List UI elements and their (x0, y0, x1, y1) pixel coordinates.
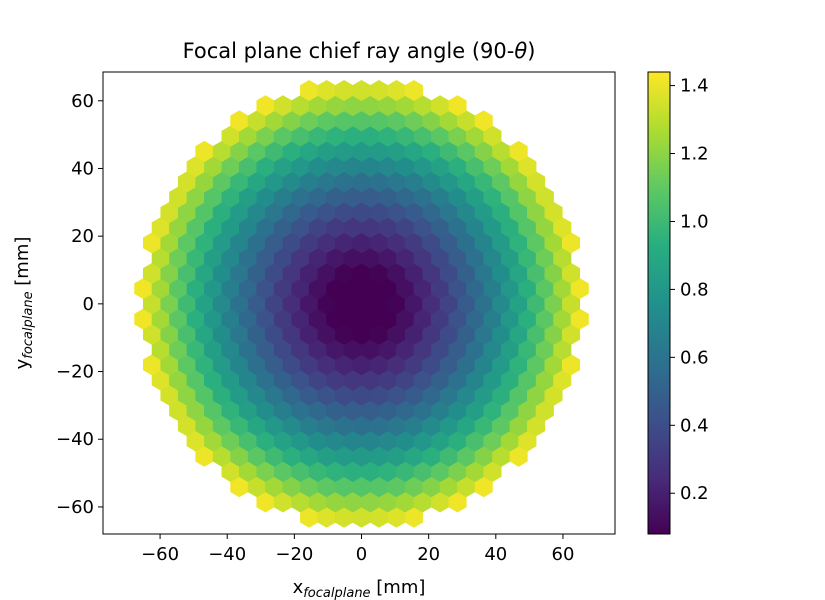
x-axis-ticks: −60 −40 −20 0 20 40 60 (141, 534, 574, 565)
plot-frame (102, 71, 616, 535)
y-tick-label: 20 (71, 226, 94, 247)
colorbar-tick-label: 1.4 (680, 76, 709, 97)
colorbar-tick-label: 0.2 (680, 483, 709, 504)
hex-cell (404, 79, 423, 101)
colorbar-tick-label: 0.4 (680, 415, 709, 436)
y-axis-label: yfocalplane [mm] (12, 237, 36, 370)
colorbar (647, 71, 671, 535)
y-tick-label: −20 (56, 362, 94, 383)
chart-title: Focal plane chief ray angle (90-θ) (183, 39, 536, 63)
x-tick-label: −60 (141, 544, 179, 565)
x-tick-label: 20 (417, 544, 440, 565)
x-tick-label: 0 (356, 544, 367, 565)
colorbar-tick-label: 0.6 (680, 347, 709, 368)
hex-cell-layer (134, 79, 589, 528)
colorbar-tick-label: 0.8 (680, 279, 709, 300)
hex-cell (474, 110, 493, 132)
x-axis-label: xfocalplane [mm] (293, 577, 426, 600)
hex-cell (448, 95, 467, 117)
x-tick-label: −20 (275, 544, 313, 565)
colorbar-ticks: 0.2 0.4 0.6 0.8 1.0 1.2 1.4 (670, 76, 709, 504)
y-tick-label: 60 (71, 91, 94, 112)
x-tick-label: 60 (552, 544, 575, 565)
hex-cell (509, 140, 528, 162)
x-tick-label: −40 (208, 544, 246, 565)
y-tick-label: 40 (71, 158, 94, 179)
colorbar-tick-label: 1.2 (680, 144, 709, 165)
y-axis-ticks: −60 −40 −20 0 20 40 60 (56, 91, 103, 518)
colorbar-tick-label: 1.0 (680, 211, 709, 232)
y-tick-label: 0 (83, 294, 94, 315)
y-tick-label: −40 (56, 429, 94, 450)
y-tick-label: −60 (56, 497, 94, 518)
x-tick-label: 40 (484, 544, 507, 565)
